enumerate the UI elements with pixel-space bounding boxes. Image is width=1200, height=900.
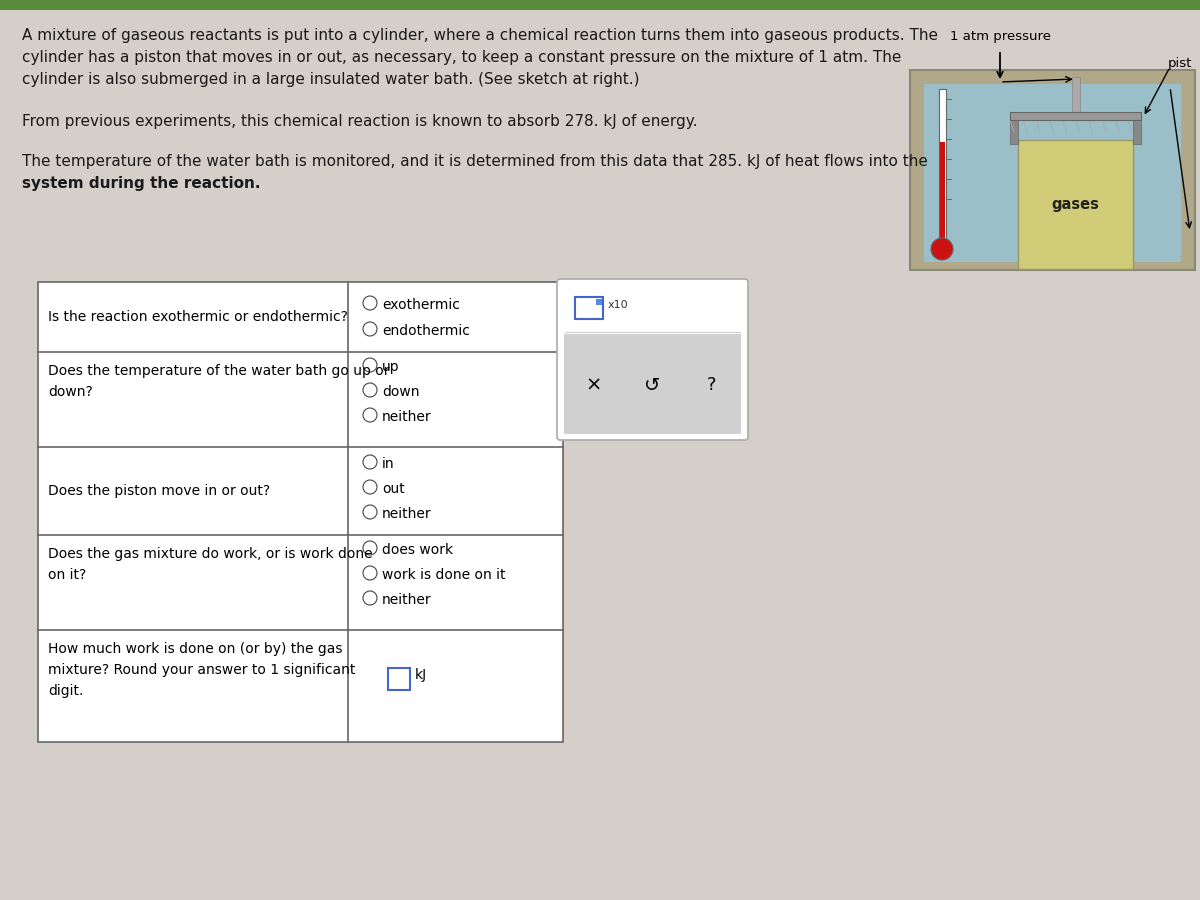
Bar: [910, 70, 1195, 270]
Circle shape: [364, 541, 377, 555]
Circle shape: [364, 505, 377, 519]
Circle shape: [364, 408, 377, 422]
Circle shape: [364, 322, 377, 336]
Text: out: out: [382, 482, 404, 496]
Bar: [388, 668, 410, 690]
Text: A mixture of gaseous reactants is put into a cylinder, where a chemical reaction: A mixture of gaseous reactants is put in…: [22, 28, 938, 43]
Text: cylinder is also submerged in a large insulated water bath. (See sketch at right: cylinder is also submerged in a large in…: [22, 72, 640, 87]
Bar: [1018, 140, 1133, 269]
Text: Is the reaction exothermic or endothermic?: Is the reaction exothermic or endothermi…: [48, 310, 348, 324]
Bar: [596, 299, 602, 305]
Text: gases: gases: [1051, 196, 1099, 211]
Text: Does the gas mixture do work, or is work done: Does the gas mixture do work, or is work…: [48, 547, 373, 561]
Bar: [1010, 112, 1141, 120]
Bar: [924, 84, 1181, 262]
Circle shape: [364, 591, 377, 605]
Text: The temperature of the water bath is monitored, and it is determined from this d: The temperature of the water bath is mon…: [22, 154, 928, 169]
Text: mixture? Round your answer to 1 significant: mixture? Round your answer to 1 signific…: [48, 663, 355, 677]
Bar: [564, 334, 742, 434]
Text: endothermic: endothermic: [382, 324, 470, 338]
Text: down: down: [382, 385, 420, 399]
Text: 1 atm pressure: 1 atm pressure: [949, 30, 1050, 43]
Text: exothermic: exothermic: [382, 298, 460, 312]
Bar: [1133, 112, 1141, 144]
Circle shape: [931, 238, 953, 260]
Bar: [0, 0, 1200, 10]
Circle shape: [364, 296, 377, 310]
Text: pist: pist: [1168, 57, 1192, 70]
Text: on it?: on it?: [48, 568, 86, 582]
Text: work is done on it: work is done on it: [382, 568, 505, 582]
FancyBboxPatch shape: [557, 279, 748, 440]
Circle shape: [364, 358, 377, 372]
Bar: [940, 142, 944, 240]
Text: Does the piston move in or out?: Does the piston move in or out?: [48, 484, 270, 498]
Text: Does the temperature of the water bath go up or: Does the temperature of the water bath g…: [48, 364, 390, 378]
Bar: [1072, 77, 1080, 112]
Bar: [575, 297, 604, 319]
Text: down?: down?: [48, 385, 92, 399]
Text: neither: neither: [382, 507, 432, 521]
Text: neither: neither: [382, 593, 432, 607]
Text: How much work is done on (or by) the gas: How much work is done on (or by) the gas: [48, 642, 342, 656]
Circle shape: [364, 566, 377, 580]
Text: cylinder has a piston that moves in or out, as necessary, to keep a constant pre: cylinder has a piston that moves in or o…: [22, 50, 901, 65]
Text: x10: x10: [608, 300, 629, 310]
Text: digit.: digit.: [48, 684, 83, 698]
Circle shape: [364, 480, 377, 494]
Bar: [1010, 112, 1018, 144]
Text: does work: does work: [382, 543, 454, 557]
Bar: [938, 89, 946, 240]
Circle shape: [364, 455, 377, 469]
Text: system during the reaction.: system during the reaction.: [22, 176, 260, 191]
Text: neither: neither: [382, 410, 432, 424]
Text: ↺: ↺: [644, 376, 661, 395]
Bar: [38, 282, 563, 742]
Text: From previous experiments, this chemical reaction is known to absorb 278. kJ of : From previous experiments, this chemical…: [22, 114, 697, 129]
Text: kJ: kJ: [415, 668, 427, 682]
Circle shape: [364, 383, 377, 397]
Text: ?: ?: [707, 376, 716, 394]
Text: ×: ×: [586, 376, 601, 395]
Text: in: in: [382, 457, 395, 471]
Text: up: up: [382, 360, 400, 374]
